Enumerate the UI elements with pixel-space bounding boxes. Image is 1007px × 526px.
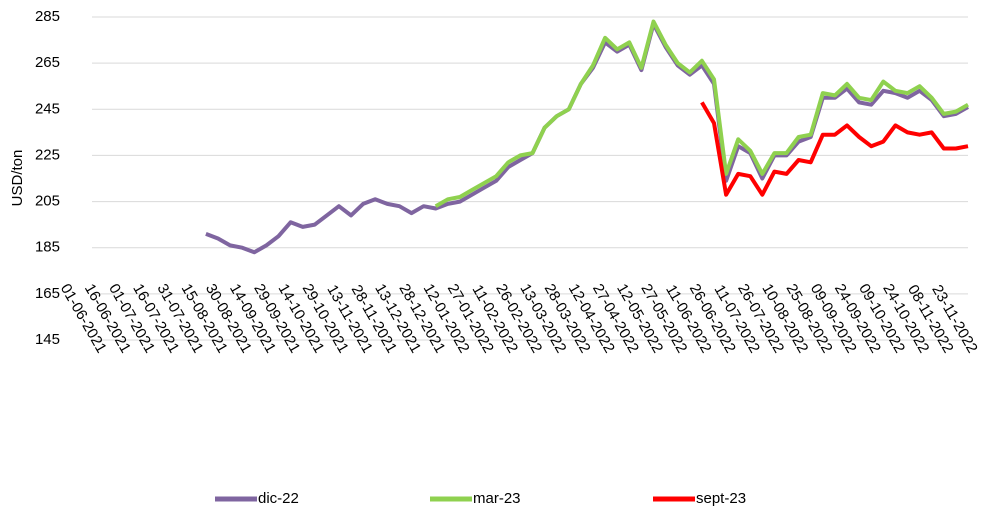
series-line (205, 21, 969, 255)
y-tick-label: 225 (35, 146, 60, 163)
legend-label: dic-22 (258, 490, 299, 507)
y-tick-label: 185 (35, 239, 60, 256)
series-line (700, 101, 969, 197)
y-axis-label: USD/ton (9, 150, 26, 207)
y-tick-label: 205 (35, 193, 60, 210)
y-tick-label: 145 (35, 331, 60, 348)
y-tick-label: 165 (35, 285, 60, 302)
y-tick-label: 245 (35, 100, 60, 117)
legend-label: mar-23 (473, 490, 521, 507)
series-line (434, 19, 969, 208)
legend-label: sept-23 (696, 490, 746, 507)
y-tick-label: 285 (35, 8, 60, 25)
y-tick-label: 265 (35, 54, 60, 71)
